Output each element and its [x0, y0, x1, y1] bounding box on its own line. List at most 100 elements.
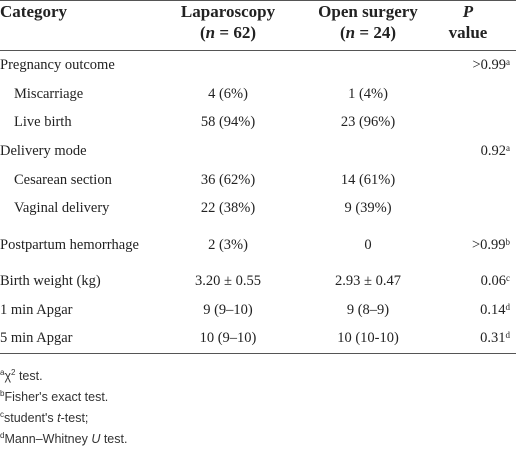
p-value: >0.99: [471, 236, 506, 253]
text: Open surgery: [318, 2, 418, 21]
text: test.: [100, 432, 128, 447]
header-line: Open surgery: [316, 1, 420, 22]
table-row: Live birth 58 (94%) 23 (96%): [0, 108, 516, 137]
p-value-cell: [420, 80, 516, 109]
italic-text: n: [205, 23, 216, 42]
results-table: Category Laparoscopy (n = 62) Open surgery(…: [0, 0, 516, 355]
text: -test;: [60, 411, 89, 426]
superscript: c: [0, 410, 4, 420]
p-footnote-mark: b: [505, 236, 511, 247]
p-value-cell: [420, 108, 516, 137]
row-label: Delivery mode: [0, 142, 87, 159]
row-label: Cesarean section: [14, 171, 112, 188]
p-value: 0.14: [480, 301, 506, 318]
laparoscopy-cell: 36 (62%): [200, 171, 256, 188]
text: value: [448, 23, 488, 42]
p-footnote-mark: d: [505, 301, 511, 312]
row-label: Birth weight (kg): [0, 272, 101, 289]
p-footnote-mark: a: [506, 56, 510, 67]
table-row: Pregnancy outcome >0.99a: [0, 51, 516, 80]
table-row: Miscarriage 4 (6%) 1 (4%): [0, 80, 516, 109]
p-value-cell: 0.92a: [420, 137, 516, 166]
header-cell: Laparoscopy (n = 62): [140, 0, 316, 51]
table-body: Pregnancy outcome >0.99a Miscarriage 4 (6%)…: [0, 51, 516, 354]
italic-text: U: [91, 432, 101, 447]
italic-text: t: [57, 411, 61, 426]
open-surgery-cell: 23 (96%): [340, 114, 396, 131]
table-row: 5 min Apgar 10 (9–10) 10 (10-10) 0.31d: [0, 325, 516, 354]
table-row: Birth weight (kg) 3.20 ± 0.55 2.93 ± 0.47 0…: [0, 267, 516, 296]
header-line: (n = 62): [140, 22, 316, 43]
text: Laparoscopy: [180, 2, 276, 21]
p-value-cell: 0.14d: [420, 296, 516, 325]
p-value: 0.92: [480, 142, 506, 159]
header-cell: Open surgery (n = 24): [316, 0, 420, 51]
open-surgery-cell: 9 (8–9): [346, 301, 390, 318]
text: Mann–Whitney: [4, 432, 92, 447]
open-surgery-cell: 1 (4%): [348, 85, 388, 102]
p-value-cell: 0.31d: [420, 325, 516, 354]
p-footnote-mark: a: [506, 142, 510, 153]
italic-text: P: [462, 2, 474, 21]
table-row: Postpartum hemorrhage 2 (3%) 0 >0.99b: [0, 223, 516, 267]
header-line: (n = 24): [316, 22, 420, 43]
open-surgery-cell: [316, 51, 420, 80]
text: student's: [4, 411, 58, 426]
italic-text: n: [345, 23, 356, 42]
superscript: a: [0, 368, 5, 378]
text: χ: [4, 369, 12, 384]
open-surgery-cell: 14 (61%): [340, 171, 396, 188]
table-row: Cesarean section 36 (62%) 14 (61%): [0, 166, 516, 195]
laparoscopy-cell: [140, 51, 316, 80]
table-row: Vaginal delivery 22 (38%) 9 (39%): [0, 194, 516, 223]
p-value-cell: [420, 194, 516, 223]
laparoscopy-cell: 9 (9–10): [203, 301, 253, 318]
p-value: 0.31: [480, 330, 506, 347]
row-label: 5 min Apgar: [0, 330, 73, 347]
header-line: P: [420, 1, 516, 22]
laparoscopy-cell: [140, 137, 316, 166]
superscript: b: [0, 389, 5, 399]
footnotes: aχ2 test. bFisher's exact test. cstudent's…: [0, 366, 516, 450]
table-row: 1 min Apgar 9 (9–10) 9 (8–9) 0.14d: [0, 296, 516, 325]
open-surgery-cell: [316, 137, 420, 166]
footnote: bFisher's exact test.: [0, 387, 516, 408]
row-label: Live birth: [14, 114, 72, 131]
laparoscopy-cell: 3.20 ± 0.55: [195, 272, 261, 289]
laparoscopy-cell: 2 (3%): [208, 236, 248, 253]
p-value: >0.99: [472, 56, 506, 73]
header-line: Laparoscopy: [140, 1, 316, 22]
text: = 24): [355, 23, 396, 42]
footnote: cstudent's t-test;: [0, 408, 516, 429]
p-footnote-mark: c: [506, 272, 510, 283]
p-footnote-mark: d: [505, 330, 511, 341]
open-surgery-cell: 10 (10-10): [337, 330, 399, 347]
row-label: 1 min Apgar: [0, 301, 73, 318]
text: test.: [15, 369, 43, 384]
table-row: Delivery mode 0.92a: [0, 137, 516, 166]
open-surgery-cell: 2.93 ± 0.47: [335, 272, 401, 289]
text: = 62): [215, 23, 256, 42]
p-value-cell: >0.99a: [420, 51, 516, 80]
laparoscopy-cell: 4 (6%): [208, 85, 248, 102]
text: (: [340, 23, 346, 42]
row-label: Pregnancy outcome: [0, 56, 115, 73]
header-cell: Category: [0, 0, 140, 51]
text: (: [200, 23, 206, 42]
p-value-cell: [420, 166, 516, 195]
superscript: 2: [11, 368, 16, 378]
laparoscopy-cell: 22 (38%): [200, 200, 256, 217]
p-value-cell: >0.99b: [420, 223, 516, 267]
laparoscopy-cell: 58 (94%): [200, 114, 256, 131]
row-label: Miscarriage: [14, 85, 84, 102]
superscript: d: [0, 431, 5, 441]
header-line: value: [420, 22, 516, 43]
row-label: Postpartum hemorrhage: [0, 236, 139, 253]
open-surgery-cell: 0: [364, 236, 372, 253]
footnote: aχ2 test.: [0, 366, 516, 387]
open-surgery-cell: 9 (39%): [344, 200, 392, 217]
footnote: dMann–Whitney U test.: [0, 429, 516, 450]
header-line: Category: [0, 1, 140, 22]
